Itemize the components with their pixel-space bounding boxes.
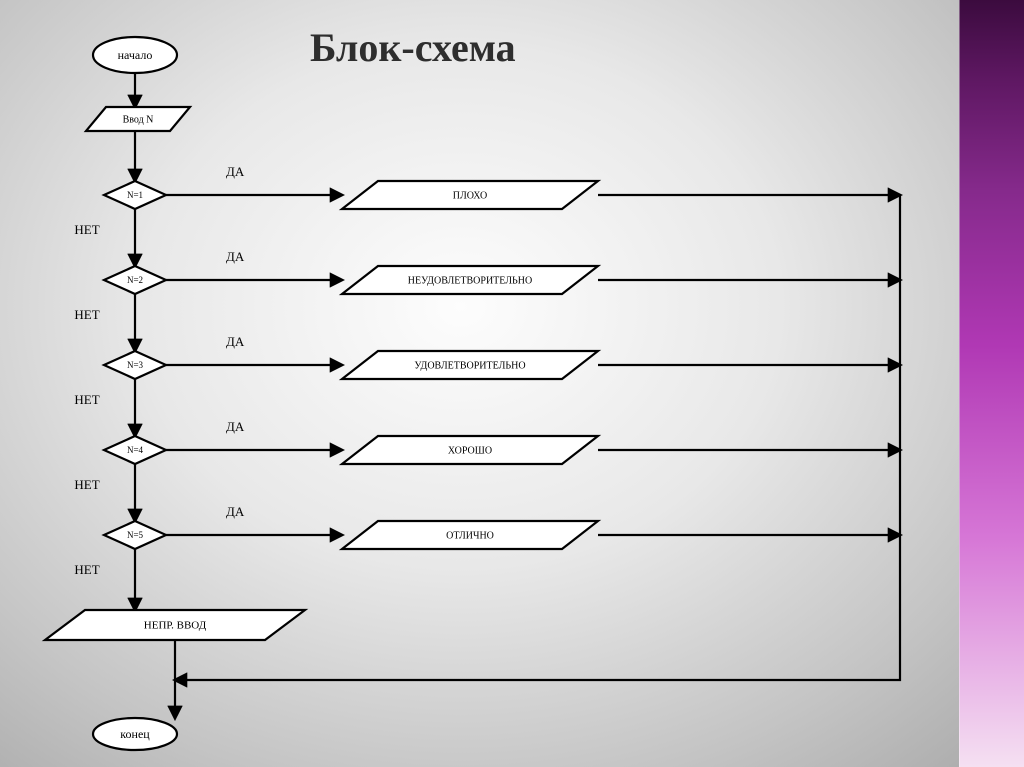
svg-text:НЕТ: НЕТ: [74, 477, 99, 492]
svg-text:N=4: N=4: [127, 445, 144, 455]
svg-text:N=2: N=2: [127, 275, 143, 285]
svg-text:N=5: N=5: [127, 530, 144, 540]
svg-text:начало: начало: [118, 48, 153, 62]
svg-text:ДА: ДА: [226, 249, 245, 264]
svg-text:ХОРОШО: ХОРОШО: [448, 445, 492, 456]
svg-text:ДА: ДА: [226, 334, 245, 349]
svg-text:НЕПР. ВВОД: НЕПР. ВВОД: [144, 620, 207, 632]
svg-text:Ввод N: Ввод N: [123, 114, 154, 125]
svg-text:НЕТ: НЕТ: [74, 222, 99, 237]
slide: Блок-схема началоВвод NN=1ПЛОХОДАНЕТN=2Н…: [0, 0, 1024, 767]
svg-text:ДА: ДА: [226, 419, 245, 434]
svg-text:ОТЛИЧНО: ОТЛИЧНО: [446, 530, 494, 541]
svg-text:ДА: ДА: [226, 164, 245, 179]
svg-text:НЕТ: НЕТ: [74, 562, 99, 577]
svg-text:НЕТ: НЕТ: [74, 307, 99, 322]
svg-text:ДА: ДА: [226, 504, 245, 519]
svg-text:конец: конец: [120, 727, 150, 741]
svg-text:ПЛОХО: ПЛОХО: [453, 190, 487, 201]
svg-text:НЕУДОВЛЕТВОРИТЕЛЬНО: НЕУДОВЛЕТВОРИТЕЛЬНО: [408, 275, 532, 286]
svg-text:НЕТ: НЕТ: [74, 392, 99, 407]
flowchart: начало Ввод N N=1 ПЛОХО ДА НЕТ N=2 НЕУДОВЛЕТВОР…: [0, 0, 1024, 767]
svg-text:УДОВЛЕТВОРИТЕЛЬНО: УДОВЛЕТВОРИТЕЛЬНО: [414, 360, 525, 371]
svg-text:N=3: N=3: [127, 360, 144, 370]
svg-text:N=1: N=1: [127, 190, 143, 200]
